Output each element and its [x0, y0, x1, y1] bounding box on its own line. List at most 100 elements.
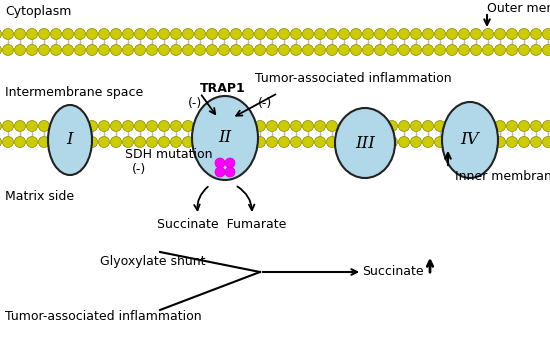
Circle shape [459, 137, 470, 147]
Circle shape [86, 44, 97, 56]
Ellipse shape [192, 96, 258, 180]
Circle shape [39, 137, 50, 147]
Circle shape [507, 44, 518, 56]
Circle shape [290, 137, 301, 147]
Circle shape [338, 137, 349, 147]
Circle shape [218, 44, 229, 56]
Circle shape [63, 137, 74, 147]
Circle shape [74, 44, 85, 56]
Circle shape [267, 28, 278, 40]
Circle shape [422, 28, 433, 40]
Circle shape [338, 28, 349, 40]
Circle shape [225, 167, 235, 177]
Circle shape [206, 137, 217, 147]
Text: (-): (-) [258, 97, 272, 109]
Circle shape [434, 28, 446, 40]
Circle shape [218, 28, 229, 40]
Circle shape [387, 120, 398, 132]
Circle shape [98, 120, 109, 132]
Circle shape [542, 137, 550, 147]
Text: (-): (-) [188, 97, 202, 109]
Circle shape [290, 44, 301, 56]
Circle shape [135, 44, 146, 56]
Circle shape [482, 137, 493, 147]
Circle shape [230, 28, 241, 40]
Circle shape [338, 120, 349, 132]
Circle shape [255, 28, 266, 40]
Circle shape [350, 120, 361, 132]
Circle shape [459, 120, 470, 132]
Circle shape [26, 120, 37, 132]
Circle shape [470, 44, 481, 56]
Circle shape [0, 28, 2, 40]
Circle shape [14, 120, 25, 132]
Circle shape [375, 137, 386, 147]
Circle shape [183, 28, 194, 40]
Circle shape [327, 120, 338, 132]
Circle shape [447, 44, 458, 56]
Circle shape [470, 28, 481, 40]
Circle shape [327, 137, 338, 147]
Circle shape [183, 44, 194, 56]
Circle shape [195, 28, 206, 40]
Circle shape [123, 137, 134, 147]
Circle shape [470, 137, 481, 147]
Circle shape [206, 120, 217, 132]
Circle shape [183, 137, 194, 147]
Text: Glyoxylate shunt: Glyoxylate shunt [100, 255, 206, 268]
Circle shape [158, 44, 169, 56]
Circle shape [410, 28, 421, 40]
Circle shape [170, 120, 182, 132]
Text: IV: IV [461, 132, 479, 148]
Text: TRAP1: TRAP1 [200, 82, 246, 95]
Text: (-): (-) [132, 163, 146, 176]
Circle shape [290, 120, 301, 132]
Circle shape [243, 137, 254, 147]
Circle shape [170, 28, 182, 40]
Circle shape [135, 28, 146, 40]
Circle shape [74, 120, 85, 132]
Circle shape [86, 28, 97, 40]
Circle shape [542, 28, 550, 40]
Circle shape [494, 28, 505, 40]
Circle shape [447, 137, 458, 147]
Circle shape [267, 120, 278, 132]
Circle shape [111, 28, 122, 40]
Text: Cytoplasm: Cytoplasm [5, 5, 72, 18]
Circle shape [195, 120, 206, 132]
Circle shape [14, 28, 25, 40]
Circle shape [387, 28, 398, 40]
Circle shape [86, 120, 97, 132]
Circle shape [482, 44, 493, 56]
Circle shape [158, 137, 169, 147]
Circle shape [146, 44, 157, 56]
Circle shape [362, 137, 373, 147]
Circle shape [519, 137, 530, 147]
Circle shape [375, 120, 386, 132]
Circle shape [494, 137, 505, 147]
Circle shape [542, 44, 550, 56]
Circle shape [434, 137, 446, 147]
Circle shape [3, 28, 14, 40]
Circle shape [230, 120, 241, 132]
Circle shape [422, 44, 433, 56]
Circle shape [14, 137, 25, 147]
Circle shape [135, 137, 146, 147]
Circle shape [0, 120, 2, 132]
Circle shape [183, 120, 194, 132]
Circle shape [290, 28, 301, 40]
Circle shape [14, 44, 25, 56]
Text: I: I [67, 132, 73, 148]
Ellipse shape [442, 102, 498, 178]
Circle shape [482, 120, 493, 132]
Ellipse shape [48, 105, 92, 175]
Circle shape [26, 137, 37, 147]
Circle shape [278, 137, 289, 147]
Text: Outer membrane: Outer membrane [487, 2, 550, 15]
Circle shape [447, 120, 458, 132]
Circle shape [531, 28, 542, 40]
Circle shape [267, 44, 278, 56]
Circle shape [215, 158, 225, 168]
Circle shape [519, 28, 530, 40]
Circle shape [350, 137, 361, 147]
